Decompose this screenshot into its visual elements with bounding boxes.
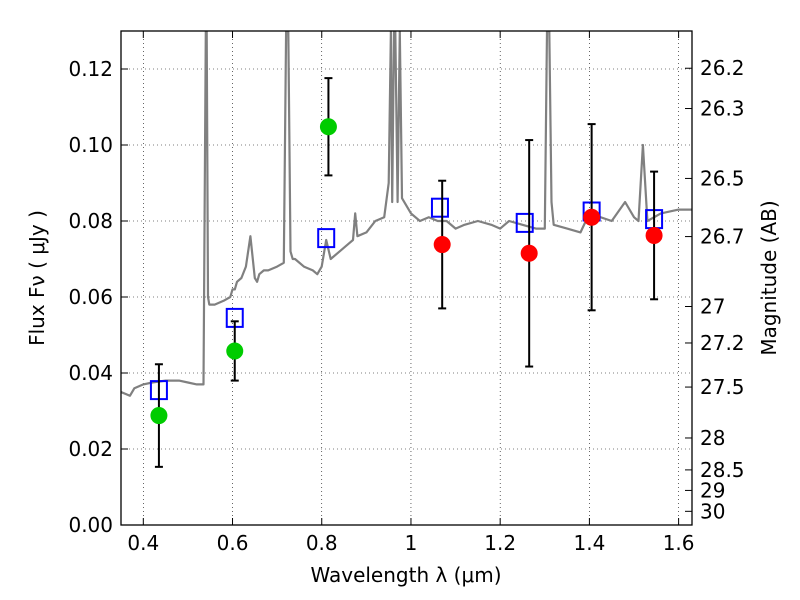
y2-tick-label: 27: [700, 295, 725, 319]
y2-tick-label: 26.5: [700, 166, 745, 190]
x-tick-label: 1: [405, 531, 418, 555]
y-tick-label: 0.00: [68, 513, 113, 537]
observed-data-point: [226, 342, 244, 360]
observed-data-point: [433, 236, 451, 254]
plot-frame: [120, 30, 693, 526]
observed-data-point: [319, 118, 337, 136]
observed-data-point: [583, 208, 601, 226]
y2-tick-label: 29: [700, 478, 725, 502]
x-tick-label: 1.6: [663, 531, 695, 555]
y2-tick-label: 26.3: [700, 97, 745, 121]
y-axis-label: Flux Fν ( μJy ): [25, 210, 49, 346]
y-tick-label: 0.02: [68, 437, 113, 461]
y-tick-label: 0.06: [68, 285, 113, 309]
y2-tick-label: 26.7: [700, 225, 745, 249]
y2-tick-label: 28.5: [700, 458, 745, 482]
y2-tick-label: 28: [700, 426, 725, 450]
model-photometry-marker: [515, 212, 534, 233]
y-tick-label: 0.08: [68, 209, 113, 233]
observed-data-point: [520, 244, 538, 262]
x-tick-label: 0.4: [127, 531, 159, 555]
y2-tick-label: 26.2: [700, 56, 745, 80]
y-tick-label: 0.12: [68, 57, 113, 81]
model-sed-line: [121, 31, 692, 397]
y2-tick-label: 27.2: [700, 331, 745, 355]
y-tick-label: 0.10: [68, 133, 113, 157]
axes-ticks: 0.4 0.6 0.8 1 1.2 1.4 1.6 0.00 0.02 0.04 0.06 0.08 0…: [68, 31, 745, 555]
y2-axis-label: Magnitude (AB): [757, 200, 781, 355]
model-photometry-marker: [317, 228, 336, 249]
x-tick-label: 1.4: [573, 531, 605, 555]
x-tick-label: 0.8: [306, 531, 338, 555]
x-axis-label: Wavelength λ (μm): [310, 563, 501, 587]
observed-data-point: [150, 407, 168, 425]
x-tick-label: 1.2: [484, 531, 516, 555]
y2-tick-label: 30: [700, 499, 725, 523]
x-tick-label: 0.6: [217, 531, 249, 555]
model-photometry-marker: [430, 197, 449, 218]
y2-tick-label: 27.5: [700, 375, 745, 399]
plot-area: [121, 31, 692, 468]
observed-data-point: [645, 226, 663, 244]
y-tick-label: 0.04: [68, 361, 113, 385]
